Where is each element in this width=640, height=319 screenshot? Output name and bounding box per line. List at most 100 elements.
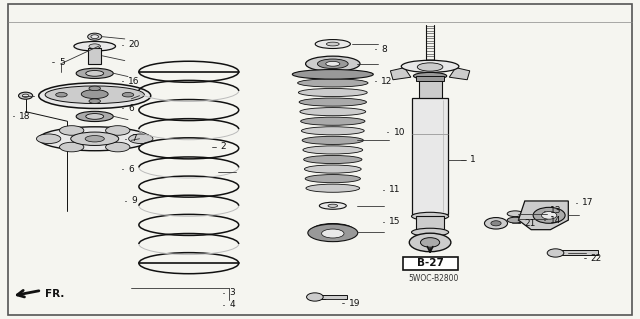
Text: B-27: B-27 <box>417 258 444 269</box>
Text: 3: 3 <box>229 288 235 297</box>
Text: 10: 10 <box>394 128 405 137</box>
Ellipse shape <box>122 93 134 97</box>
Ellipse shape <box>38 127 151 151</box>
Text: 4: 4 <box>229 300 235 309</box>
Ellipse shape <box>401 60 459 72</box>
Ellipse shape <box>302 136 364 145</box>
Bar <box>416 76 444 81</box>
Ellipse shape <box>38 83 151 108</box>
Polygon shape <box>518 201 568 230</box>
Bar <box>136 236 242 252</box>
Ellipse shape <box>74 41 115 51</box>
Ellipse shape <box>413 72 447 79</box>
Text: 20: 20 <box>128 40 140 49</box>
Bar <box>316 295 347 299</box>
Ellipse shape <box>139 61 239 82</box>
Ellipse shape <box>312 224 354 237</box>
Ellipse shape <box>326 42 339 46</box>
Text: 9: 9 <box>131 197 137 205</box>
Ellipse shape <box>22 94 29 97</box>
Ellipse shape <box>19 92 33 99</box>
Ellipse shape <box>305 174 360 183</box>
Ellipse shape <box>322 229 344 238</box>
Text: FR.: FR. <box>45 289 64 299</box>
Bar <box>419 80 442 99</box>
Text: 13: 13 <box>550 206 562 215</box>
Ellipse shape <box>303 155 362 164</box>
Text: 19: 19 <box>349 299 360 308</box>
Ellipse shape <box>56 93 67 97</box>
Ellipse shape <box>91 35 99 39</box>
Ellipse shape <box>328 204 338 207</box>
Ellipse shape <box>308 224 358 242</box>
Ellipse shape <box>36 134 61 144</box>
Ellipse shape <box>89 44 100 49</box>
Text: 5WOC-B2800: 5WOC-B2800 <box>408 274 458 283</box>
FancyBboxPatch shape <box>403 257 458 270</box>
Bar <box>136 83 242 99</box>
Ellipse shape <box>86 70 104 76</box>
Text: 22: 22 <box>591 254 602 263</box>
Ellipse shape <box>326 61 340 66</box>
Ellipse shape <box>301 127 364 135</box>
Ellipse shape <box>76 68 113 78</box>
Bar <box>136 197 242 214</box>
Ellipse shape <box>306 56 360 71</box>
Ellipse shape <box>60 142 84 152</box>
Ellipse shape <box>305 165 361 173</box>
Ellipse shape <box>81 90 108 99</box>
Ellipse shape <box>298 79 368 87</box>
Ellipse shape <box>300 108 365 116</box>
Text: 7: 7 <box>131 134 137 143</box>
Text: 16: 16 <box>128 77 140 86</box>
Ellipse shape <box>70 132 119 145</box>
Ellipse shape <box>89 99 100 103</box>
Text: 6: 6 <box>128 104 134 113</box>
Ellipse shape <box>319 202 346 209</box>
Text: 15: 15 <box>389 217 401 226</box>
Circle shape <box>484 218 508 229</box>
Text: 8: 8 <box>381 45 387 54</box>
Ellipse shape <box>303 146 363 154</box>
Circle shape <box>547 249 564 257</box>
Ellipse shape <box>507 217 523 223</box>
Ellipse shape <box>89 86 100 91</box>
Ellipse shape <box>60 126 84 135</box>
Ellipse shape <box>298 88 367 97</box>
Bar <box>416 216 444 232</box>
Ellipse shape <box>139 100 239 121</box>
Ellipse shape <box>139 253 239 274</box>
Ellipse shape <box>88 33 102 40</box>
Ellipse shape <box>139 176 239 197</box>
Text: 5: 5 <box>59 58 65 67</box>
Ellipse shape <box>139 214 239 235</box>
Circle shape <box>307 293 323 301</box>
Ellipse shape <box>292 70 373 79</box>
Ellipse shape <box>45 86 145 104</box>
Polygon shape <box>449 68 470 80</box>
Text: 6: 6 <box>128 165 134 174</box>
Ellipse shape <box>507 211 523 217</box>
Ellipse shape <box>85 136 104 142</box>
Bar <box>557 250 598 255</box>
Text: 12: 12 <box>381 77 393 86</box>
Text: 21: 21 <box>525 219 536 228</box>
Bar <box>136 159 242 176</box>
Ellipse shape <box>417 63 443 71</box>
Ellipse shape <box>139 138 239 159</box>
Bar <box>88 48 101 64</box>
Bar <box>412 98 448 214</box>
Ellipse shape <box>299 98 367 106</box>
Text: 1: 1 <box>470 155 476 164</box>
Ellipse shape <box>412 228 449 236</box>
Text: 17: 17 <box>582 198 594 207</box>
Text: 2: 2 <box>221 142 227 151</box>
Ellipse shape <box>306 184 360 192</box>
Circle shape <box>491 221 501 226</box>
Ellipse shape <box>315 40 351 48</box>
Ellipse shape <box>420 238 440 247</box>
Ellipse shape <box>412 212 449 220</box>
Ellipse shape <box>76 111 113 122</box>
Ellipse shape <box>301 117 365 125</box>
Bar <box>136 121 242 137</box>
